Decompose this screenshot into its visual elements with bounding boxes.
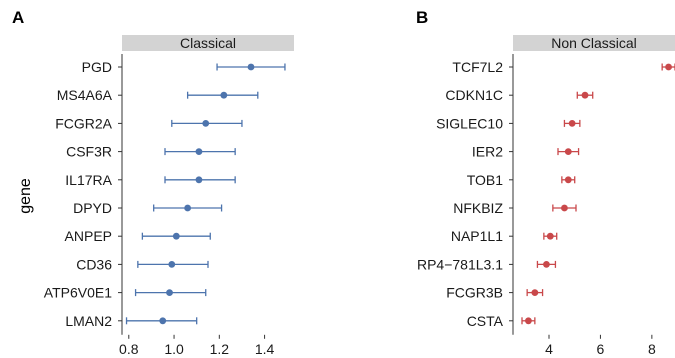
x-tick-label: 0.8 <box>119 341 139 357</box>
point-fcgr3b <box>531 289 539 296</box>
point-ier2 <box>564 148 572 156</box>
point-fcgr2a <box>202 120 210 127</box>
point-dpyd <box>184 204 192 212</box>
strip-non-classical <box>513 35 675 51</box>
gene-label-anpep: ANPEP <box>65 228 112 244</box>
panel-b-plot: TCF7L2 CDKN1C SIGLEC10 IER2 TOB1 NFKBIZ NAP1L1… <box>417 54 675 357</box>
gene-label-lman2: LMAN2 <box>65 313 112 329</box>
panel-letter-a: A <box>12 8 24 27</box>
point-pgd <box>247 63 255 71</box>
gene-label-atp6v0e1: ATP6V0E1 <box>44 285 112 301</box>
gene-label-nap1l1: NAP1L1 <box>451 228 503 244</box>
strip-classical <box>122 35 294 51</box>
panel-a-plot: PGD MS4A6A FCGR2A CSF3R IL17RA DPYD ANPEP CD36 A… <box>44 54 286 357</box>
point-tob1 <box>564 176 572 184</box>
strip-title-non-classical: Non Classical <box>551 35 637 51</box>
gene-label-tcf7l2: TCF7L2 <box>452 59 503 75</box>
point-rp4-781l3-1 <box>543 261 550 268</box>
x-tick-label: 4 <box>545 341 553 357</box>
gene-label-il17ra: IL17RA <box>65 172 112 188</box>
y-axis-title: gene <box>17 178 34 214</box>
x-tick-label: 8 <box>648 341 656 357</box>
point-anpep <box>172 232 180 240</box>
panel-letter-b: B <box>416 8 428 27</box>
point-ms4a6a <box>220 91 228 99</box>
point-siglec10 <box>568 120 576 127</box>
gene-label-fcgr3b: FCGR3B <box>446 285 503 301</box>
gene-label-tob1: TOB1 <box>467 172 504 188</box>
point-lman2 <box>159 317 167 325</box>
gene-label-cd36: CD36 <box>76 256 112 272</box>
strip-title-classical: Classical <box>180 35 236 51</box>
gene-label-csta: CSTA <box>467 313 504 329</box>
gene-label-ier2: IER2 <box>472 144 503 160</box>
point-tcf7l2 <box>665 63 672 71</box>
point-il17ra <box>195 176 203 184</box>
point-csf3r <box>195 148 203 156</box>
gene-label-fcgr2a: FCGR2A <box>55 115 112 131</box>
point-nfkbiz <box>561 204 568 212</box>
x-tick-label: 1.2 <box>210 341 230 357</box>
x-tick-label: 1.0 <box>164 341 184 357</box>
point-cdkn1c <box>581 91 589 99</box>
point-atp6v0e1 <box>166 289 173 296</box>
gene-label-nfkbiz: NFKBIZ <box>453 200 503 216</box>
gene-label-ms4a6a: MS4A6A <box>57 87 113 103</box>
gene-label-dpyd: DPYD <box>73 200 112 216</box>
gene-label-pgd: PGD <box>82 59 112 75</box>
point-nap1l1 <box>546 232 554 240</box>
gene-label-siglec10: SIGLEC10 <box>436 115 503 131</box>
gene-label-rp4-781l3-1: RP4−781L3.1 <box>417 256 503 272</box>
x-tick-label: 6 <box>597 341 605 357</box>
gene-label-cdkn1c: CDKN1C <box>445 87 503 103</box>
gene-label-csf3r: CSF3R <box>66 144 112 160</box>
point-cd36 <box>168 261 176 268</box>
point-csta <box>525 317 532 325</box>
x-tick-label: 1.4 <box>255 341 275 357</box>
